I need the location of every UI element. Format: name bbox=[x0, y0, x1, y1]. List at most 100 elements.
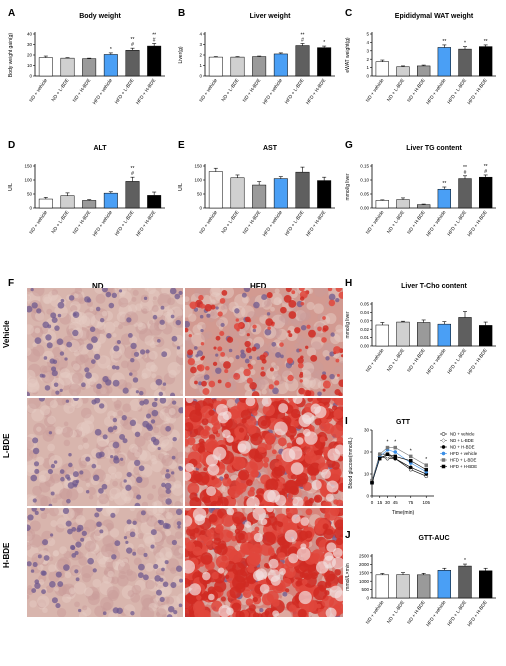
nucleus bbox=[317, 391, 322, 396]
tissue-cell bbox=[97, 355, 111, 369]
lipid-droplet bbox=[211, 426, 218, 433]
panel-letter-j: J bbox=[345, 530, 351, 541]
chart-title: GTT bbox=[396, 419, 411, 426]
vacuole bbox=[253, 532, 263, 543]
lipid-droplet bbox=[215, 335, 221, 341]
x-tick-label: ND + H-BDE bbox=[406, 210, 427, 236]
nucleus bbox=[34, 582, 41, 589]
chart-title: Liver weight bbox=[250, 13, 292, 20]
x-tick-label: ND + vehicle bbox=[198, 77, 219, 103]
significance-label: ** bbox=[484, 164, 488, 170]
y-axis-label: mmol/L×min bbox=[345, 563, 351, 591]
tissue-cell bbox=[101, 310, 108, 317]
nucleus bbox=[72, 471, 79, 478]
lipid-droplet bbox=[277, 536, 286, 546]
x-tick-label: HFD + vehicle bbox=[262, 77, 284, 105]
tissue-cell bbox=[31, 288, 45, 297]
significance-label: ** bbox=[463, 165, 467, 171]
tissue-cell bbox=[94, 288, 104, 294]
tissue-cell bbox=[102, 535, 115, 547]
data-point bbox=[408, 465, 413, 470]
lipid-droplet bbox=[271, 449, 277, 455]
nucleus bbox=[142, 574, 149, 581]
y-tick-label: 50 bbox=[27, 192, 33, 197]
nucleus bbox=[37, 554, 42, 559]
lipid-droplet bbox=[226, 479, 232, 485]
chart-ast: AST U/L 0 50 100 150 ND + vehicle ND + L-BDE ND … bbox=[178, 145, 335, 238]
nucleus bbox=[143, 296, 148, 301]
nucleus bbox=[43, 356, 48, 360]
nucleus bbox=[325, 356, 330, 361]
tissue-cell bbox=[119, 561, 126, 567]
vacuole bbox=[298, 414, 312, 428]
lipid-droplet bbox=[333, 409, 343, 419]
nucleus bbox=[119, 457, 124, 461]
nucleus bbox=[129, 531, 136, 538]
significance-label: ** bbox=[131, 166, 135, 172]
y-tick-label: 0 bbox=[29, 74, 32, 79]
data-point bbox=[409, 459, 413, 463]
nucleus bbox=[253, 301, 260, 309]
lipid-droplet bbox=[300, 301, 305, 306]
tissue-cell bbox=[151, 373, 157, 379]
nucleus bbox=[55, 571, 62, 578]
lipid-droplet bbox=[257, 613, 263, 617]
y-tick-label: 1 bbox=[199, 63, 202, 68]
bar bbox=[479, 570, 493, 599]
lipid-droplet bbox=[243, 368, 251, 377]
lipid-droplet bbox=[324, 570, 336, 582]
lipid-droplet bbox=[338, 379, 343, 388]
tissue-cell bbox=[42, 607, 48, 614]
lipid-droplet bbox=[204, 303, 212, 312]
lipid-droplet bbox=[200, 341, 205, 346]
nucleus bbox=[175, 565, 183, 572]
tissue-cell bbox=[120, 360, 129, 369]
nucleus bbox=[165, 498, 172, 505]
panel-letter-e: E bbox=[178, 140, 185, 151]
nucleus bbox=[170, 471, 175, 475]
lipid-droplet bbox=[287, 330, 291, 334]
lipid-droplet bbox=[236, 482, 247, 494]
lipid-droplet bbox=[240, 409, 252, 420]
tissue-cell bbox=[28, 398, 41, 409]
lipid-droplet bbox=[214, 580, 227, 593]
lipid-droplet bbox=[335, 538, 343, 546]
bar bbox=[147, 195, 162, 209]
tissue-cell bbox=[278, 315, 284, 321]
tissue-cell bbox=[68, 587, 76, 595]
lipid-droplet bbox=[334, 519, 343, 531]
significance-label: ** bbox=[152, 32, 156, 38]
nucleus bbox=[272, 387, 279, 395]
nucleus bbox=[96, 521, 102, 528]
lipid-droplet bbox=[285, 588, 290, 593]
nucleus bbox=[86, 298, 92, 303]
lipid-droplet bbox=[336, 373, 340, 377]
tissue-cell bbox=[306, 347, 317, 357]
lipid-droplet bbox=[189, 409, 203, 423]
chart-title: Liver T-Cho content bbox=[401, 283, 467, 290]
lipid-droplet bbox=[287, 374, 294, 382]
tissue-cell bbox=[226, 399, 236, 408]
data-point bbox=[385, 452, 390, 456]
nucleus bbox=[91, 359, 96, 364]
nucleus bbox=[126, 317, 132, 323]
x-tick-label: HFD + L-BDE bbox=[446, 348, 468, 376]
nucleus bbox=[240, 349, 245, 354]
lipid-droplet bbox=[232, 456, 246, 470]
nucleus bbox=[53, 460, 58, 464]
lipid-droplet bbox=[213, 346, 217, 350]
nucleus bbox=[130, 358, 135, 363]
lipid-droplet bbox=[297, 357, 304, 364]
nucleus bbox=[158, 391, 164, 396]
nucleus bbox=[123, 535, 128, 540]
nucleus bbox=[30, 569, 35, 573]
chart-body-weight: Body weight Body weight gain(g) 0 10 20 30 40 N… bbox=[8, 13, 165, 106]
nucleus bbox=[46, 342, 53, 349]
tissue-cell bbox=[117, 379, 128, 390]
lipid-droplet bbox=[185, 577, 191, 589]
tissue-cell bbox=[251, 359, 256, 365]
lipid-droplet bbox=[323, 528, 334, 540]
tissue-cell bbox=[133, 557, 142, 566]
tissue-cell bbox=[153, 426, 160, 434]
nucleus bbox=[54, 325, 60, 331]
